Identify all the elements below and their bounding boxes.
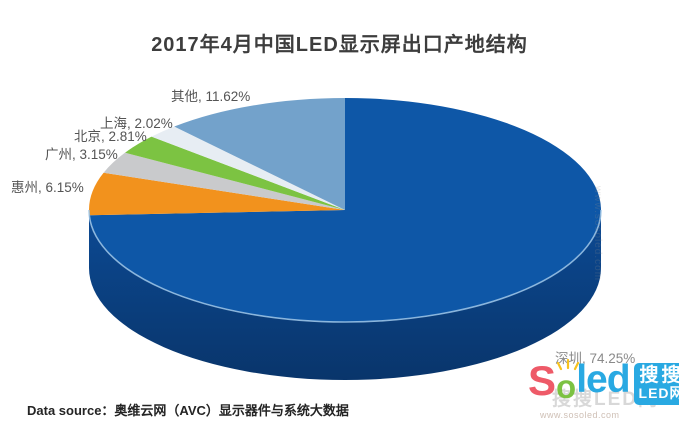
logo-badge: 搜搜 LED网 <box>633 363 679 406</box>
sun-rays-icon <box>557 359 580 371</box>
pie-rim-highlight <box>88 209 602 323</box>
watermark-url: www.sosoled.com <box>540 410 620 420</box>
logo-letter-o-glyph: o <box>556 368 577 405</box>
logo-badge-top: 搜搜 <box>639 365 679 386</box>
data-source-caption: Data source：奥维云网（AVC）显示器件与系统大数据 <box>27 403 349 418</box>
watermark-ghost-text: 搜搜LED网 <box>552 389 660 410</box>
logo-letter-o: o <box>556 359 580 405</box>
watermark-logo: S o led 搜搜 LED网 <box>528 357 679 406</box>
slice-label-guangzhou: 广州, 3.15% <box>45 147 118 162</box>
logo-letter-s: S <box>528 357 557 404</box>
slice-label-qita: 其他, 11.62% <box>171 89 251 104</box>
slice-label-shenzhen: 深圳, 74.25% <box>555 351 636 366</box>
pie-slice-惠州 <box>89 172 345 216</box>
logo-letters-led: led <box>576 358 630 401</box>
slice-label-shanghai: 上海, 2.02% <box>100 116 173 131</box>
watermark-side-text: www.sosoled.com <box>592 186 603 282</box>
pie-slice-深圳 <box>89 98 601 322</box>
pie-slice-上海 <box>151 126 345 210</box>
pie-slice-其他 <box>174 98 345 210</box>
slice-label-huizhou: 惠州, 6.15% <box>11 180 84 195</box>
pie-side-wall <box>89 210 601 380</box>
pie-slice-北京 <box>125 136 346 210</box>
chart-title: 2017年4月中国LED显示屏出口产地结构 <box>151 34 528 56</box>
logo-badge-bottom: LED网 <box>638 384 679 401</box>
pie-slice-广州 <box>103 152 345 210</box>
slice-label-beijing: 北京, 2.81% <box>74 129 147 144</box>
